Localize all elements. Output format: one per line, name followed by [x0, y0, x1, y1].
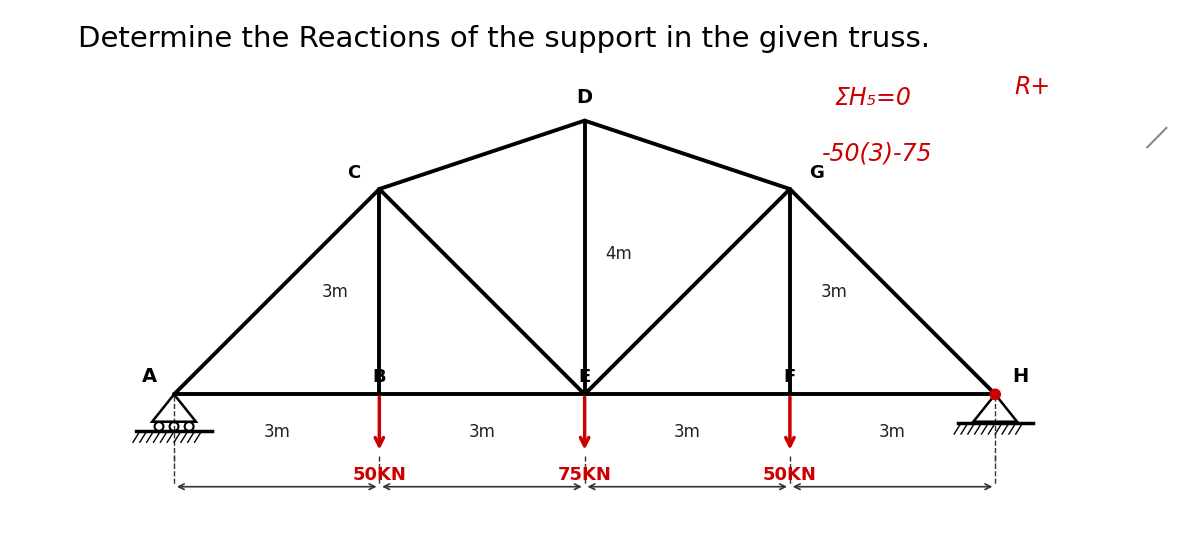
- Text: H: H: [1013, 367, 1028, 386]
- Text: 50KN: 50KN: [763, 466, 817, 484]
- Text: D: D: [576, 88, 593, 107]
- Text: ΣH₅=0: ΣH₅=0: [834, 86, 911, 110]
- Text: 75KN: 75KN: [558, 466, 612, 484]
- Text: 3m: 3m: [880, 423, 906, 441]
- Text: 3m: 3m: [263, 423, 290, 441]
- Text: 3m: 3m: [674, 423, 701, 441]
- Text: F: F: [784, 368, 796, 386]
- Text: 3m: 3m: [821, 282, 847, 301]
- Text: B: B: [372, 368, 386, 386]
- Text: G: G: [809, 164, 824, 182]
- Text: R+: R+: [1014, 75, 1050, 99]
- Circle shape: [990, 389, 1001, 399]
- Text: Determine the Reactions of the support in the given truss.: Determine the Reactions of the support i…: [78, 25, 930, 53]
- Text: C: C: [347, 164, 360, 182]
- Text: -50(3)-75: -50(3)-75: [822, 142, 932, 166]
- Text: A: A: [142, 367, 157, 386]
- Text: 3m: 3m: [468, 423, 496, 441]
- Text: 50KN: 50KN: [353, 466, 407, 484]
- Text: E: E: [578, 368, 590, 386]
- Text: 4m: 4m: [605, 245, 632, 263]
- Text: 3m: 3m: [322, 282, 348, 301]
